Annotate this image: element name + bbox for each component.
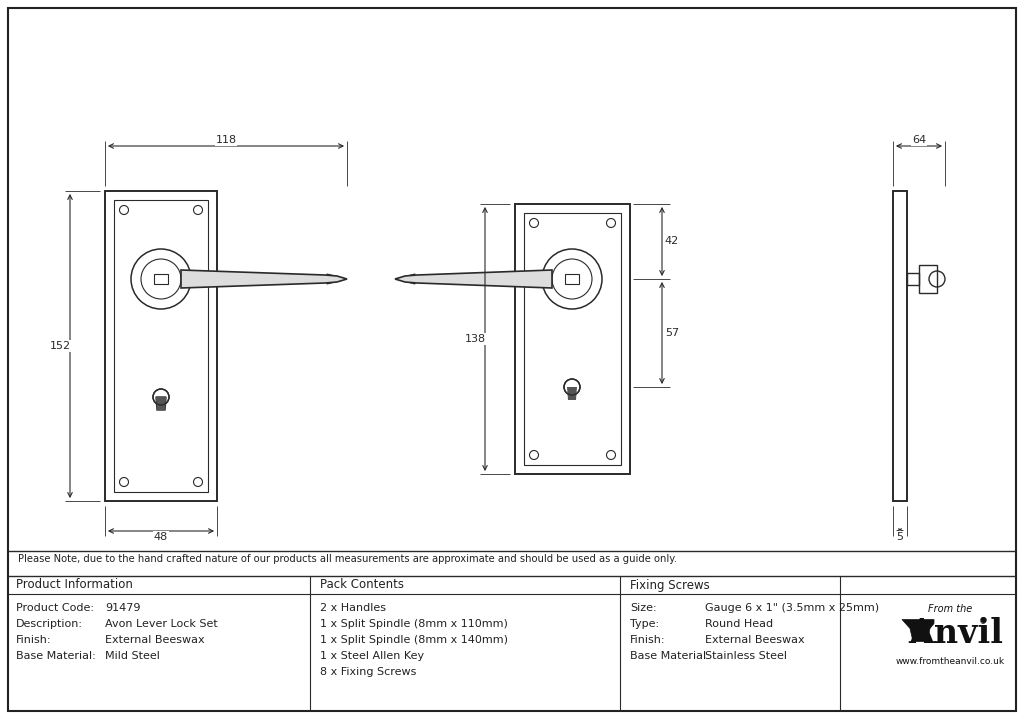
Text: 1 x Split Spindle (8mm x 110mm): 1 x Split Spindle (8mm x 110mm) [319,619,508,629]
Text: 2 x Handles: 2 x Handles [319,603,386,613]
Text: Product Code:: Product Code: [16,603,94,613]
Text: Stainless Steel: Stainless Steel [705,651,787,661]
Text: External Beeswax: External Beeswax [705,635,805,645]
Text: 5: 5 [896,532,903,542]
Polygon shape [567,387,577,400]
Text: Description:: Description: [16,619,83,629]
Text: Pack Contents: Pack Contents [319,579,404,592]
Text: www.fromtheanvil.co.uk: www.fromtheanvil.co.uk [895,657,1005,666]
Text: ®: ® [979,617,987,626]
Polygon shape [902,620,934,641]
Text: External Beeswax: External Beeswax [105,635,205,645]
Text: Type:: Type: [630,619,659,629]
Text: Base Material:: Base Material: [16,651,96,661]
Text: Please Note, due to the hand crafted nature of our products all measurements are: Please Note, due to the hand crafted nat… [18,554,677,564]
Text: 1 x Steel Allen Key: 1 x Steel Allen Key [319,651,424,661]
Polygon shape [395,270,552,288]
Polygon shape [407,274,415,284]
Text: 138: 138 [465,334,485,344]
Polygon shape [156,397,166,410]
Text: Finish:: Finish: [630,635,666,645]
Text: Product Information: Product Information [16,579,133,592]
Text: 64: 64 [912,135,926,145]
Text: 91479: 91479 [105,603,140,613]
Text: Gauge 6 x 1" (3.5mm x 25mm): Gauge 6 x 1" (3.5mm x 25mm) [705,603,880,613]
Text: Round Head: Round Head [705,619,773,629]
Text: Size:: Size: [630,603,656,613]
Text: 152: 152 [49,341,71,351]
Text: From the: From the [928,603,972,613]
Text: Fixing Screws: Fixing Screws [630,579,710,592]
Text: 1 x Split Spindle (8mm x 140mm): 1 x Split Spindle (8mm x 140mm) [319,635,508,645]
Polygon shape [327,274,335,284]
Text: 8 x Fixing Screws: 8 x Fixing Screws [319,667,417,677]
Text: Mild Steel: Mild Steel [105,651,160,661]
Text: Base Material:: Base Material: [630,651,710,661]
Text: 48: 48 [154,532,168,542]
Polygon shape [181,270,347,288]
Text: 118: 118 [215,135,237,145]
Polygon shape [156,397,166,410]
Text: 42: 42 [665,237,679,247]
Text: Finish:: Finish: [16,635,51,645]
Text: 57: 57 [665,328,679,338]
Text: Avon Lever Lock Set: Avon Lever Lock Set [105,619,218,629]
Text: Anvil: Anvil [908,617,1004,650]
